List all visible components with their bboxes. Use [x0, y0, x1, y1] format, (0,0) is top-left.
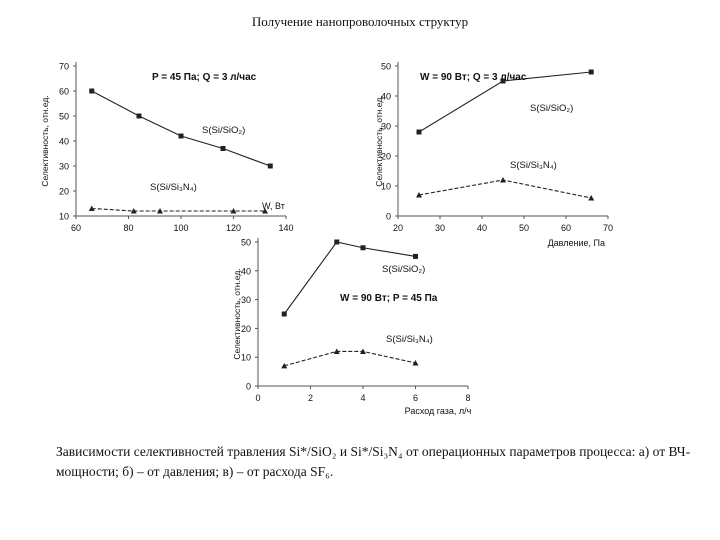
chart1-x-tick-label: 140 — [278, 223, 293, 233]
chart1-subtitle: P = 45 Па; Q = 3 л/час — [152, 72, 257, 83]
chart3-y-axis-label: Селективность, отн.ед. — [232, 268, 242, 359]
chart1-y-tick-label: 10 — [59, 212, 69, 222]
chart1-x-tick-label: 100 — [173, 223, 188, 233]
chart3-x-tick-label: 8 — [465, 393, 470, 403]
chart3-x-tick-label: 0 — [255, 393, 260, 403]
chart2-y-tick-label: 10 — [381, 182, 391, 192]
chart2-x-tick-label: 60 — [561, 223, 571, 233]
chart2-series-label-2: S(Si/Si₃N₄) — [510, 160, 557, 171]
chart3-series-line-1 — [283, 241, 416, 315]
chart1-x-tick-label: 120 — [226, 223, 241, 233]
slide-title: Получение нанопроволочных структур — [251, 14, 469, 29]
chart3-x-tick-label: 6 — [413, 393, 418, 403]
chart3-series-line-2 — [284, 350, 416, 367]
chart2-y-tick-label: 50 — [381, 62, 391, 72]
chart2-series-1-point — [416, 129, 422, 135]
chart1-y-tick-label: 50 — [59, 112, 69, 122]
chart2-x-tick-label: 30 — [435, 223, 445, 233]
chart1-x-tick-label: 80 — [123, 223, 133, 233]
chart1-y-axis-label: Селективность, отн.ед. — [40, 95, 50, 186]
chart2-y-axis-label: Селективность, отн.ед. — [374, 95, 384, 186]
chart1-series-2-point — [230, 208, 237, 214]
chart2-x-tick-label: 70 — [603, 223, 613, 233]
chart1-series-1-point — [220, 146, 226, 151]
chart1-y-tick-label: 20 — [59, 187, 69, 197]
chart3-x-tick-label: 2 — [308, 393, 313, 403]
chart3-series-1-point — [334, 239, 340, 245]
chart2-x-tick-label: 50 — [519, 223, 529, 233]
chart2-series-line-2 — [418, 179, 592, 199]
chart3-x-tick-label: 4 — [360, 393, 365, 403]
chart2-y-tick-label: 0 — [386, 212, 391, 222]
chart1-y-tick-label: 30 — [59, 162, 69, 172]
chart2-subtitle: W = 90 Вт; Q = 3 л/час — [420, 72, 527, 83]
chart3-series-label-2: S(Si/Si₃N₄) — [386, 334, 433, 345]
chart3-y-tick-label: 0 — [246, 382, 251, 392]
chart1-series-2-point — [130, 208, 137, 214]
chart3-x-axis-label: Расход газа, л/ч — [405, 406, 472, 416]
chart1-series-2-point — [88, 205, 95, 211]
chart1-y-tick-label: 70 — [59, 62, 69, 72]
chart2-series-1-point — [500, 78, 506, 84]
chart1-y-tick-label: 60 — [59, 87, 69, 97]
chart2-series-label-1: S(Si/SiO₂) — [530, 103, 573, 114]
chart1-series-label-2: S(Si/Si₃N₄) — [150, 182, 197, 193]
chart3-y-tick-label: 20 — [241, 324, 251, 334]
chart3-y-tick-label: 40 — [241, 266, 251, 276]
chart2-x-tick-label: 20 — [393, 223, 403, 233]
chart3-series-1-point — [281, 311, 287, 317]
chart2-x-tick-label: 40 — [477, 223, 487, 233]
chart3-subtitle: W = 90 Вт; P = 45 Па — [340, 293, 438, 304]
chart3-series-2-point — [281, 362, 288, 369]
chart2-y-tick-label: 20 — [381, 152, 391, 162]
chart3-series-2-point — [333, 348, 340, 354]
chart3-y-tick-label: 10 — [241, 353, 251, 363]
chart1-series-1-point — [89, 88, 95, 94]
chart1-series-2-point — [262, 208, 268, 214]
chart3-series-2-point — [412, 359, 419, 366]
chart3-series-1-point — [360, 245, 366, 251]
chart2-x-axis-label: Давление, Па — [548, 238, 605, 248]
chart3-series-2-point — [360, 348, 366, 354]
chart2-series-2-point — [416, 192, 422, 198]
chart1-series-line-2 — [91, 207, 265, 212]
chart1-series-2-point — [157, 208, 163, 214]
chart2-series-1-point — [588, 69, 594, 75]
chart3-y-tick-label: 30 — [241, 295, 251, 305]
chart1-series-1-point — [267, 163, 273, 169]
chart1-y-tick-label: 40 — [59, 137, 69, 147]
chart1-series-1-point — [136, 113, 142, 119]
chart1-series-label-1: S(Si/SiO₂) — [202, 125, 245, 136]
chart2-series-2-point — [500, 177, 506, 183]
chart3-y-tick-label: 50 — [241, 238, 251, 248]
figure-caption: Зависимости селективностей травления Si*… — [56, 444, 691, 479]
chart3-series-label-1: S(Si/SiO₂) — [382, 264, 425, 275]
chart1-x-tick-label: 60 — [71, 223, 81, 233]
chart2-series-2-point — [588, 195, 595, 201]
chart1-x-axis-label: W, Вт — [262, 201, 285, 211]
chart3-series-1-point — [413, 253, 418, 259]
chart1-series-1-point — [178, 133, 184, 139]
chart2-y-tick-label: 30 — [381, 122, 391, 132]
chart2-y-tick-label: 40 — [381, 92, 391, 102]
